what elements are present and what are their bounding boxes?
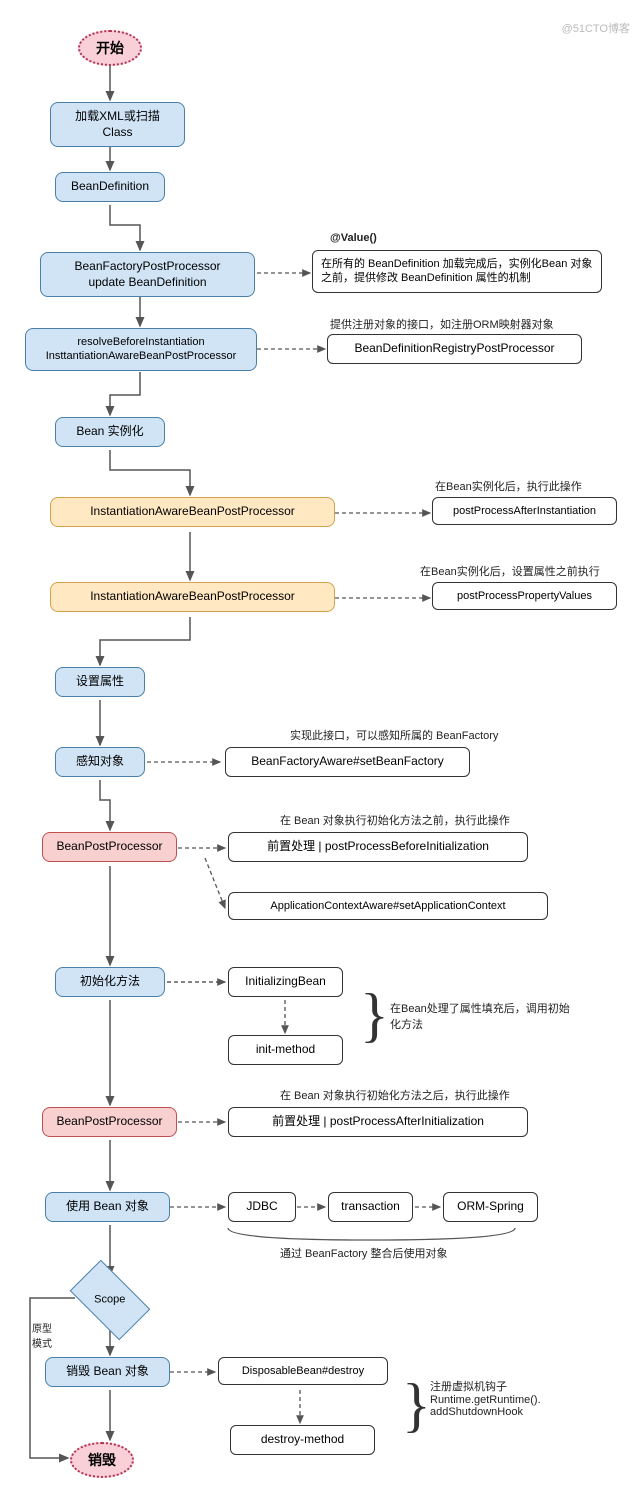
bfpp-note: 在所有的 BeanDefinition 加载完成后，实例化Bean 对象之前，提… <box>312 250 602 293</box>
bfaware-box: BeanFactoryAware#setBeanFactory <box>225 747 470 777</box>
orm-box: ORM-Spring <box>443 1192 538 1222</box>
disposable-box: DisposableBean#destroy <box>218 1357 388 1385</box>
aware-node: 感知对象 <box>55 747 145 777</box>
scope-diamond: Scope <box>70 1260 151 1341</box>
resolve-node: resolveBeforeInstantiation Insttantiatio… <box>25 328 257 371</box>
destroy-brace-note: 注册虚拟机钩子 Runtime.getRuntime(). addShutdow… <box>430 1378 541 1418</box>
destroy-terminator: 销毁 <box>70 1442 134 1478</box>
bfpp-node: BeanFactoryPostProcessor update BeanDefi… <box>40 252 255 297</box>
usebean-node: 使用 Bean 对象 <box>45 1192 170 1222</box>
iabpp1-node: InstantiationAwareBeanPostProcessor <box>50 497 335 527</box>
destroybean-node: 销毁 Bean 对象 <box>45 1357 170 1387</box>
jdbc-box: JDBC <box>228 1192 296 1222</box>
use-note: 通过 BeanFactory 整合后使用对象 <box>280 1245 447 1261</box>
propvals-note: 在Bean实例化后，设置属性之前执行 <box>420 563 600 579</box>
setprops-node: 设置属性 <box>55 667 145 697</box>
destroym-box: destroy-method <box>230 1425 375 1455</box>
init-brace-note: 在Bean处理了属性填充后，调用初始化方法 <box>390 1000 570 1032</box>
iabpp2-node: InstantiationAwareBeanPostProcessor <box>50 582 335 612</box>
registry-box: BeanDefinitionRegistryPostProcessor <box>327 334 582 364</box>
appctx-box: ApplicationContextAware#setApplicationCo… <box>228 892 548 920</box>
initbean-box: InitializingBean <box>228 967 343 997</box>
instantiate-node: Bean 实例化 <box>55 417 165 447</box>
start-terminator: 开始 <box>78 30 142 66</box>
loadxml-node: 加载XML或扫描Class <box>50 102 185 147</box>
watermark: @51CTO博客 <box>562 20 630 36</box>
init-brace: } <box>360 985 389 1045</box>
proto-label: 原型 模式 <box>32 1320 52 1350</box>
before-init-box: 前置处理 | postProcessBeforeInitialization <box>228 832 528 862</box>
propvals-box: postProcessPropertyValues <box>432 582 617 610</box>
before-init-note: 在 Bean 对象执行初始化方法之前，执行此操作 <box>280 812 510 828</box>
registry-note: 提供注册对象的接口，如注册ORM映射器对象 <box>330 316 554 332</box>
beandef-node: BeanDefinition <box>55 172 165 202</box>
after-inst-note: 在Bean实例化后，执行此操作 <box>435 478 582 494</box>
initmethod-node: 初始化方法 <box>55 967 165 997</box>
bpp1-node: BeanPostProcessor <box>42 832 177 862</box>
bpp2-node: BeanPostProcessor <box>42 1107 177 1137</box>
destroy-brace: } <box>402 1375 431 1435</box>
after-init-box: 前置处理 | postProcessAfterInitialization <box>228 1107 528 1137</box>
tx-box: transaction <box>328 1192 413 1222</box>
after-inst-box: postProcessAfterInstantiation <box>432 497 617 525</box>
after-init-note: 在 Bean 对象执行初始化方法之后，执行此操作 <box>280 1087 510 1103</box>
initm-box: init-method <box>228 1035 343 1065</box>
bfaware-note: 实现此接口，可以感知所属的 BeanFactory <box>290 727 498 743</box>
atvalue-label: @Value() <box>330 232 377 244</box>
